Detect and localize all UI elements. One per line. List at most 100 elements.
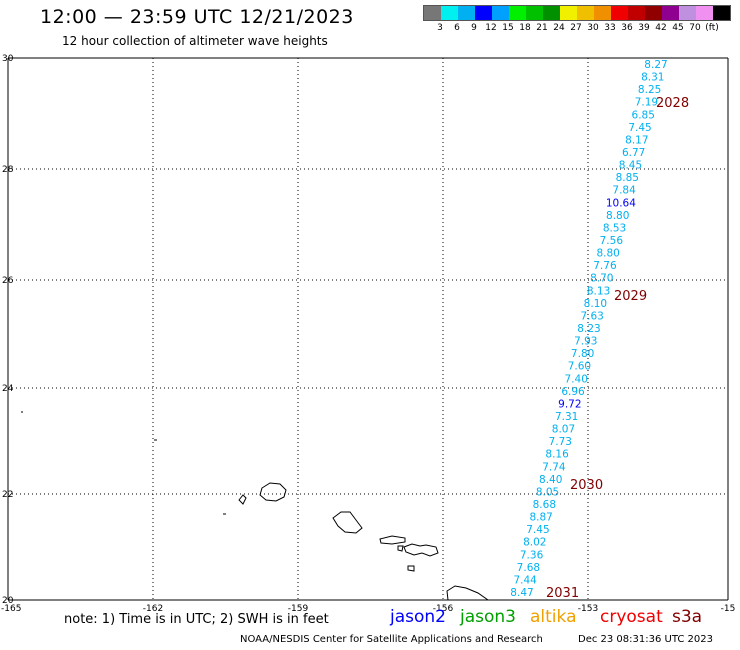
legend-swatches	[423, 5, 731, 21]
legend-label: 15	[502, 23, 514, 33]
wave-height-label: 10.64	[606, 197, 636, 209]
wave-height-label: 7.40	[565, 373, 588, 385]
y-tick-label: 24	[2, 384, 14, 394]
legend-swatch	[526, 6, 543, 20]
wave-height-label: 7.31	[555, 411, 578, 423]
wave-height-label: 8.68	[533, 499, 556, 511]
wave-height-label: 8.70	[590, 273, 613, 285]
y-tick-label: 26	[2, 276, 14, 286]
wave-height-label: 9.72	[558, 398, 581, 410]
wave-height-label: 7.56	[600, 235, 624, 247]
map-title: 12:00 — 23:59 UTC 12/21/2023	[40, 6, 354, 28]
legend-label: 42	[655, 23, 667, 33]
wave-height-label: 7.80	[571, 348, 594, 360]
generated-timestamp: Dec 23 08:31:36 UTC 2023	[578, 634, 713, 645]
wave-height-label: 8.10	[584, 298, 607, 310]
island-maui	[403, 543, 439, 557]
legend-swatch	[560, 6, 577, 20]
legend-swatch	[645, 6, 662, 20]
y-tick-label: 28	[2, 165, 14, 175]
wave-height-label: 8.05	[536, 486, 559, 498]
wave-height-label: 7.93	[574, 336, 597, 348]
wave-height-label: 7.68	[517, 562, 540, 574]
wave-height-label: 7.19	[635, 97, 658, 109]
wave-height-label: 8.25	[638, 84, 661, 96]
legend-swatch	[441, 6, 458, 20]
legend-swatch	[594, 6, 611, 20]
legend-swatch	[577, 6, 594, 20]
legend-jason2: jason2	[390, 607, 446, 627]
legend-label: 27	[570, 23, 582, 33]
wave-height-label: 7.84	[612, 185, 636, 197]
wave-height-label: 7.44	[513, 574, 537, 586]
pass-number-label: 2030	[570, 478, 603, 493]
legend-label: 45	[672, 23, 684, 33]
wave-height-label: 7.45	[628, 122, 651, 134]
island-molokai	[379, 535, 406, 545]
legend-label: 18	[519, 23, 531, 33]
wave-height-label: 8.13	[587, 285, 610, 297]
x-tick-label: -153	[578, 604, 598, 614]
x-tick-label: -159	[288, 604, 309, 614]
y-tick-label: 20	[2, 596, 14, 606]
legend-swatch	[679, 6, 696, 20]
map-subtitle: 12 hour collection of altimeter wave hei…	[62, 34, 328, 48]
wave-height-label: 6.85	[632, 109, 655, 121]
wave-height-label: 7.76	[593, 260, 617, 272]
legend-label: 12	[485, 23, 497, 33]
legend-label: 33	[604, 23, 616, 33]
wave-height-label: 8.02	[523, 537, 546, 549]
wave-height-label: 8.87	[529, 512, 552, 524]
legend-swatch	[509, 6, 526, 20]
axis-labels: 30 28 26 24 22 20-165 -162 -159 -156 -153 -15	[1, 54, 735, 614]
wave-height-label: 8.47	[510, 587, 533, 599]
y-tick-label: 22	[2, 490, 13, 500]
wave-height-label: 7.73	[549, 436, 572, 448]
legend-label: 6	[454, 23, 460, 33]
pass-number-label: 2031	[546, 586, 579, 601]
wave-height-label: 7.45	[526, 524, 549, 536]
legend-label: 70	[689, 23, 701, 33]
legend-labels: 3 6 9 12 15 18 21 24 27 30 33 36 39 42 45 70 (ft)	[423, 23, 731, 35]
legend-swatch	[424, 6, 441, 20]
legend-label: (ft)	[705, 23, 719, 33]
pass-number-label: 2028	[656, 96, 689, 111]
wave-height-label: 7.74	[542, 461, 566, 473]
legend-swatch	[475, 6, 492, 20]
legend-swatch	[492, 6, 509, 20]
wave-height-label: 8.53	[603, 222, 626, 234]
footer-note: note: 1) Time is in UTC; 2) SWH is in fe…	[64, 612, 329, 627]
legend-s3a: s3a	[672, 607, 703, 627]
legend-swatch	[611, 6, 628, 20]
map-grid	[7, 57, 729, 601]
island-kauai	[259, 482, 287, 502]
wave-observations: 8.278.318.257.196.857.458.176.778.458.85…	[510, 59, 667, 599]
legend-altika: altika	[530, 607, 577, 627]
wave-height-label: 8.31	[641, 72, 664, 84]
legend-swatch	[628, 6, 645, 20]
wave-height-label: 7.36	[520, 549, 544, 561]
legend-jason3: jason3	[460, 607, 516, 627]
island-lanai	[397, 545, 404, 552]
wave-height-label: 7.63	[580, 310, 603, 322]
legend-swatch	[543, 6, 560, 20]
wave-height-label: 8.85	[616, 172, 639, 184]
wave-height-label: 8.80	[606, 210, 629, 222]
legend-label: 21	[536, 23, 548, 33]
y-tick-label: 30	[2, 54, 14, 64]
island-hawaii	[446, 585, 490, 601]
legend-cryosat: cryosat	[600, 607, 663, 627]
legend-label: 30	[587, 23, 599, 33]
legend-label: 39	[638, 23, 650, 33]
legend-label: 9	[471, 23, 477, 33]
wave-height-label: 7.60	[568, 361, 591, 373]
wave-height-label: 8.07	[552, 424, 575, 436]
x-tick-label: -156	[433, 604, 454, 614]
pass-labels: 2028 2029 2030 2031	[546, 96, 689, 601]
legend-swatch	[662, 6, 679, 20]
legend-swatch	[713, 6, 730, 20]
wave-height-label: 6.77	[622, 147, 645, 159]
wave-height-label: 8.45	[619, 160, 642, 172]
pass-number-label: 2029	[614, 289, 647, 304]
